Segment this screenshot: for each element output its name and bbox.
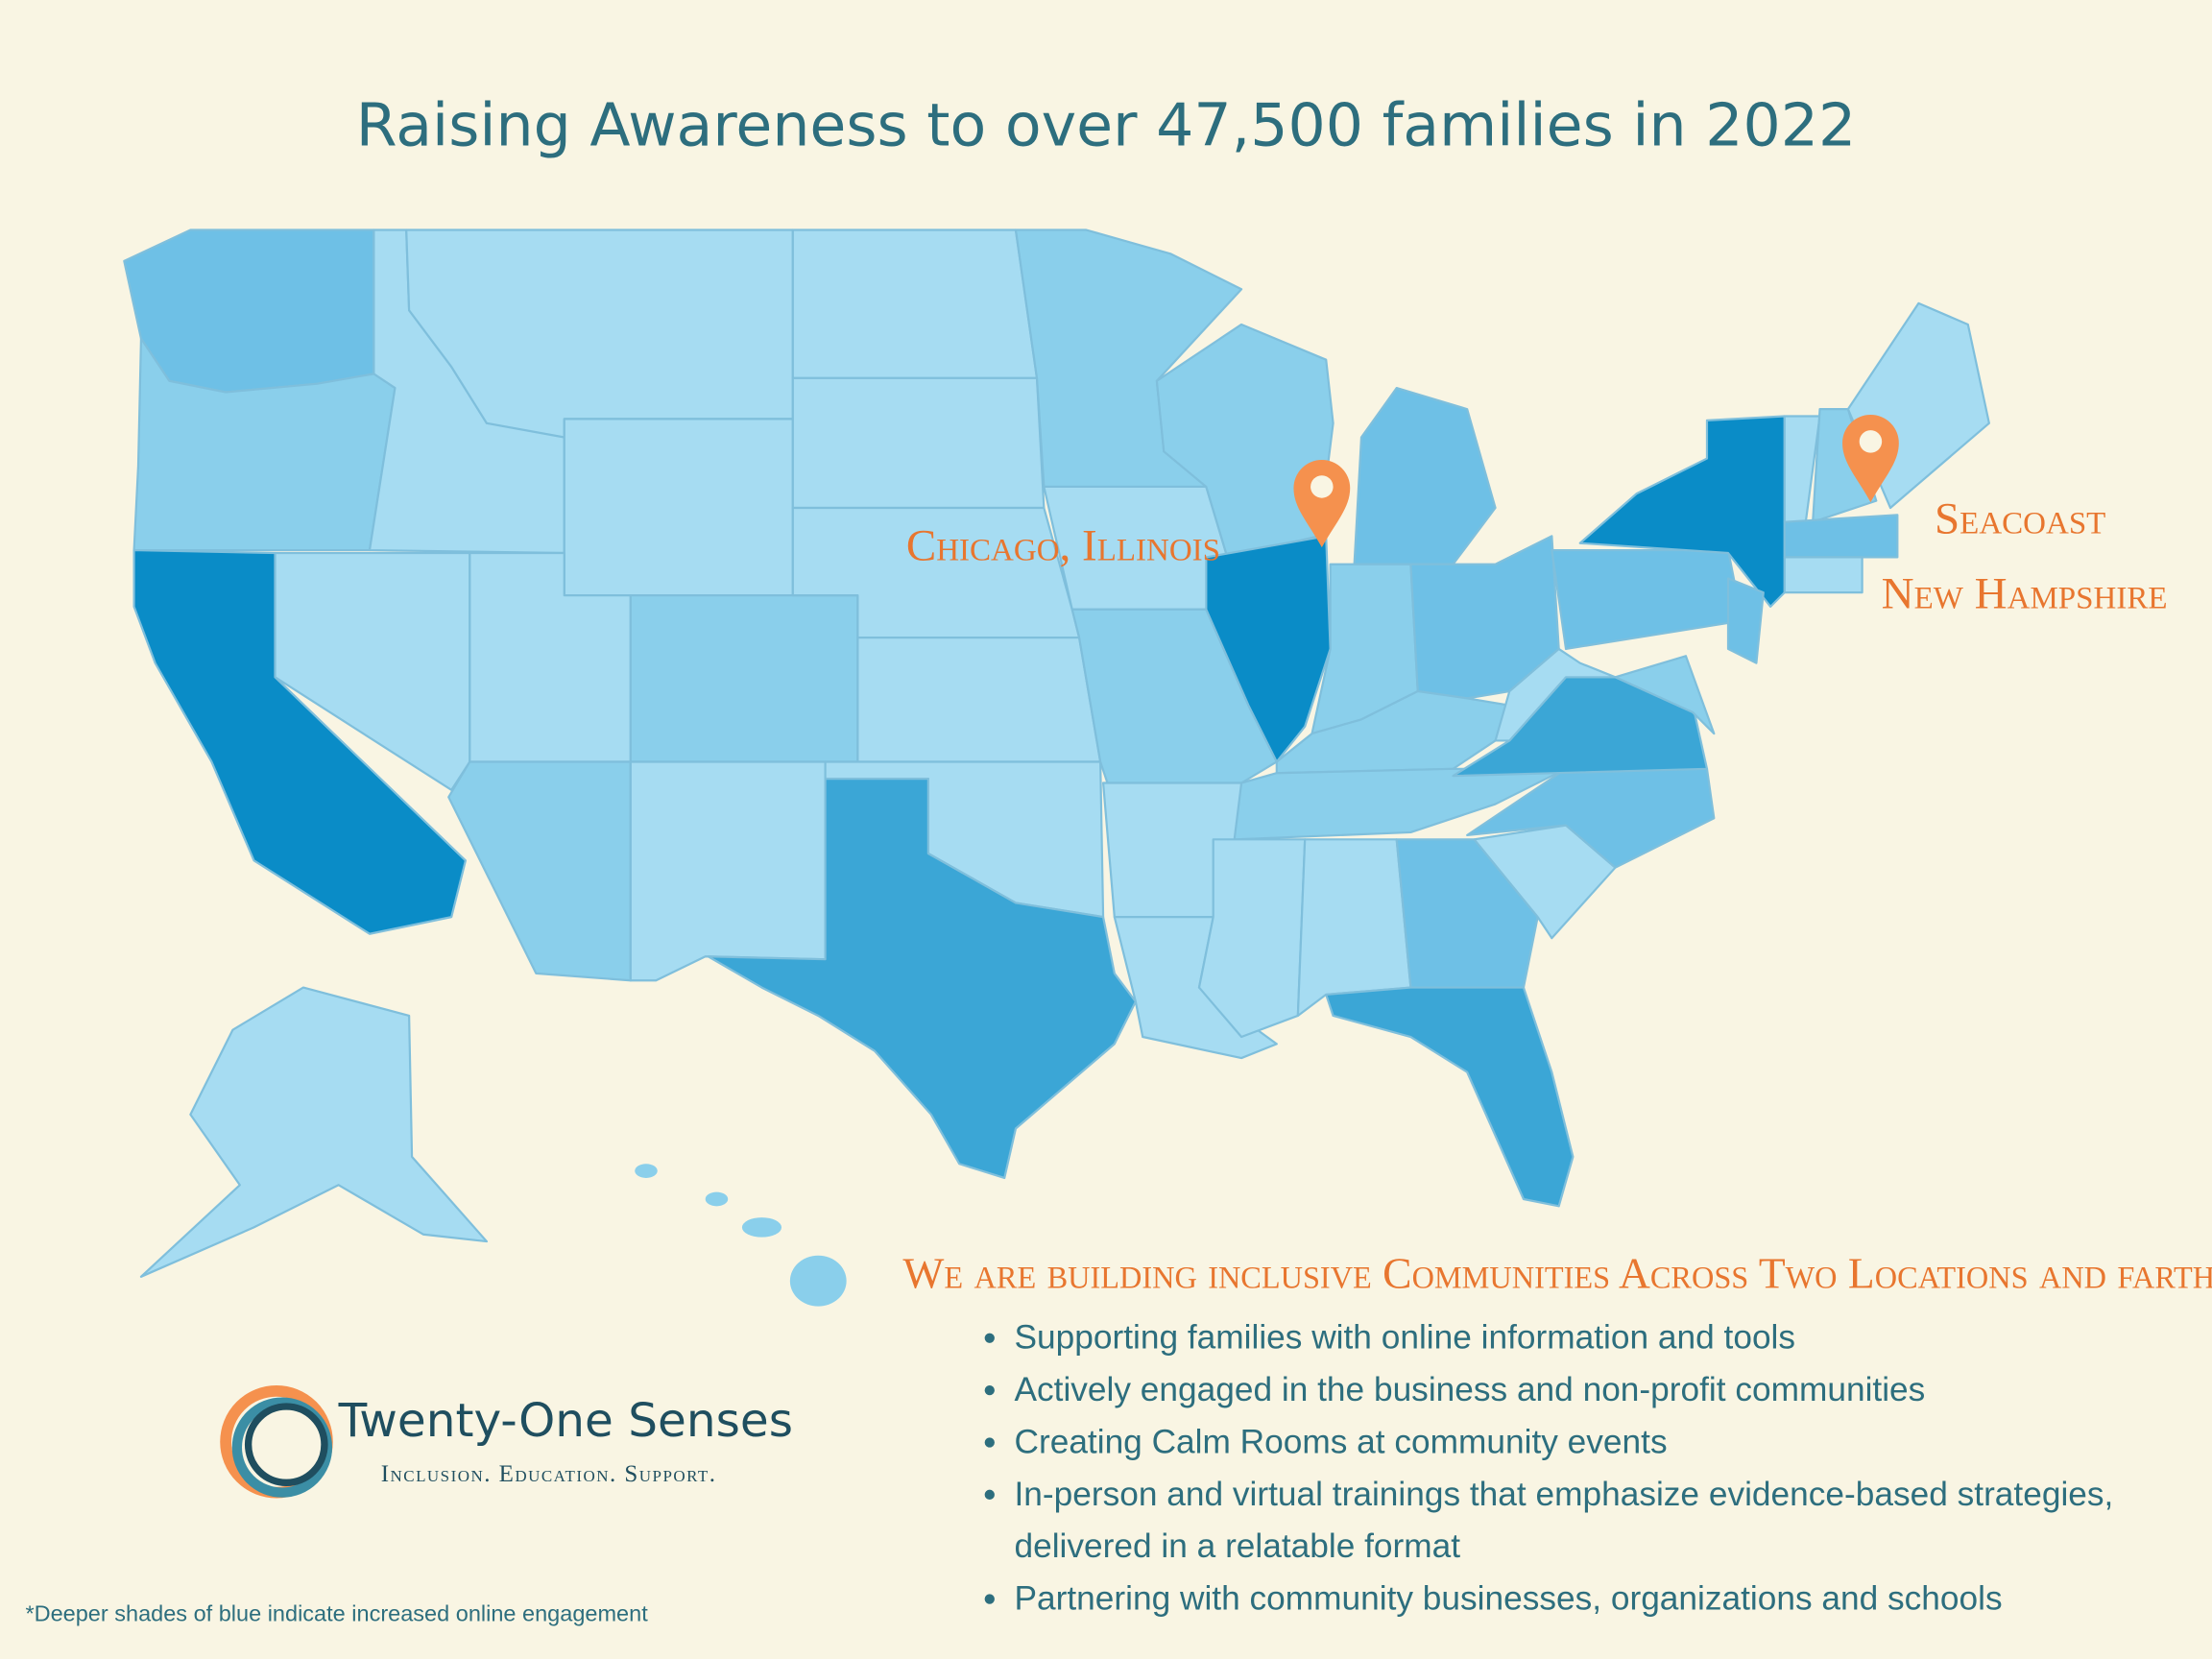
state	[1726, 577, 1765, 664]
state	[1614, 655, 1716, 735]
state	[1783, 514, 1899, 559]
state	[1233, 767, 1568, 841]
state	[791, 228, 1039, 379]
logo-tagline: Inclusion. Education. Support.	[381, 1461, 717, 1487]
state	[629, 760, 827, 982]
pin	[1842, 415, 1899, 503]
title: Raising Awareness to over 47,500 familie…	[356, 90, 1857, 159]
state	[791, 376, 1046, 510]
state	[707, 778, 1137, 1180]
bullet: In-person and virtual trainings that emp…	[1014, 1469, 2143, 1574]
state	[856, 637, 1102, 763]
state	[1783, 556, 1863, 594]
footnote: *Deeper shades of blue indicate increase…	[25, 1602, 648, 1627]
location-label: New Hampshire	[1882, 568, 2168, 618]
state	[139, 986, 489, 1278]
state	[1353, 386, 1497, 565]
state	[1551, 548, 1743, 651]
state	[563, 418, 794, 597]
section-heading: We are building inclusive Communities Ac…	[902, 1248, 2212, 1298]
island	[741, 1217, 782, 1238]
bullet: Creating Calm Rooms at community events	[1014, 1416, 2143, 1468]
logo-name: Twenty-One Senses	[338, 1394, 793, 1448]
bullet: Partnering with community businesses, or…	[1014, 1573, 2143, 1624]
bullet: Actively engaged in the business and non…	[1014, 1364, 2143, 1416]
state	[1325, 986, 1575, 1208]
pin	[1293, 460, 1351, 548]
state	[1494, 647, 1617, 742]
state	[1812, 408, 1878, 523]
location-label: Chicago, Illinois	[906, 520, 1220, 570]
state	[1395, 838, 1539, 989]
state	[1197, 838, 1307, 1039]
state	[629, 593, 859, 763]
island	[705, 1191, 729, 1207]
bullet-list: Supporting families with online informat…	[980, 1312, 2143, 1625]
island	[789, 1255, 847, 1307]
state	[447, 760, 632, 982]
us-map	[123, 228, 1990, 1307]
logo-mark	[220, 1384, 333, 1499]
location-label: Seacoast	[1935, 493, 2105, 543]
island	[635, 1164, 658, 1178]
bullet: Supporting families with online informat…	[1014, 1312, 2143, 1364]
state	[1205, 535, 1332, 763]
